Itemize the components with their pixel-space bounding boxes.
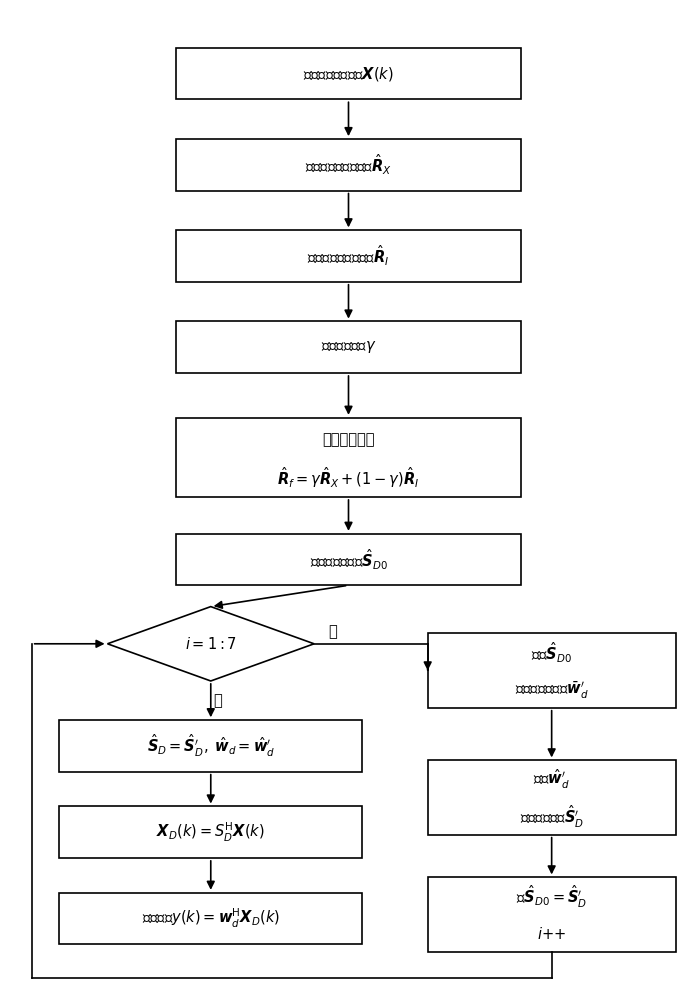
FancyBboxPatch shape: [428, 633, 675, 708]
Text: 阵列天线接收数据$\boldsymbol{X}(k)$: 阵列天线接收数据$\boldsymbol{X}(k)$: [303, 65, 394, 83]
FancyBboxPatch shape: [176, 230, 521, 282]
Text: 加权融合处理: 加权融合处理: [322, 432, 375, 447]
Text: 计算采样协方差矩阵$\hat{\boldsymbol{R}}_X$: 计算采样协方差矩阵$\hat{\boldsymbol{R}}_X$: [305, 153, 392, 177]
Text: $i$++: $i$++: [537, 926, 566, 942]
Text: 优化降维矩阵$\hat{\boldsymbol{S}}_D^{\prime}$: 优化降维矩阵$\hat{\boldsymbol{S}}_D^{\prime}$: [519, 804, 584, 830]
Text: 阵列输出$y(k)=\boldsymbol{w}_d^{\mathrm{H}}\boldsymbol{X}_D(k)$: 阵列输出$y(k)=\boldsymbol{w}_d^{\mathrm{H}}\…: [141, 907, 280, 930]
Text: 固定$\hat{\boldsymbol{S}}_{D0}$: 固定$\hat{\boldsymbol{S}}_{D0}$: [531, 640, 572, 665]
Text: $i=1:7$: $i=1:7$: [185, 636, 237, 652]
Text: 否: 否: [213, 693, 222, 708]
FancyBboxPatch shape: [428, 877, 675, 952]
FancyBboxPatch shape: [59, 893, 362, 944]
FancyBboxPatch shape: [176, 48, 521, 99]
Text: 优化降维权矢量$\bar{\boldsymbol{w}}_d^{\prime}$: 优化降维权矢量$\bar{\boldsymbol{w}}_d^{\prime}$: [515, 680, 588, 701]
Text: $\hat{\boldsymbol{S}}_D=\hat{\boldsymbol{S}}_D^{\prime},\;\hat{\boldsymbol{w}}_d: $\hat{\boldsymbol{S}}_D=\hat{\boldsymbol…: [146, 733, 275, 759]
Text: 固定$\hat{\boldsymbol{w}}_d^{\prime}$: 固定$\hat{\boldsymbol{w}}_d^{\prime}$: [533, 768, 570, 791]
FancyBboxPatch shape: [176, 321, 521, 373]
FancyBboxPatch shape: [176, 534, 521, 585]
FancyBboxPatch shape: [59, 720, 362, 772]
FancyBboxPatch shape: [176, 139, 521, 191]
FancyBboxPatch shape: [176, 418, 521, 497]
Polygon shape: [107, 607, 314, 681]
Text: $\hat{\boldsymbol{R}}_f=\gamma\hat{\boldsymbol{R}}_X+(1-\gamma)\hat{\boldsymbol{: $\hat{\boldsymbol{R}}_f=\gamma\hat{\bold…: [277, 465, 420, 490]
Text: 重构先验协方差矩阵$\hat{\boldsymbol{R}}_I$: 重构先验协方差矩阵$\hat{\boldsymbol{R}}_I$: [307, 244, 390, 268]
FancyBboxPatch shape: [59, 806, 362, 858]
FancyBboxPatch shape: [428, 760, 675, 835]
Text: 初始化降维矩阵$\hat{\boldsymbol{S}}_{D0}$: 初始化降维矩阵$\hat{\boldsymbol{S}}_{D0}$: [309, 547, 388, 572]
Text: 令$\hat{\boldsymbol{S}}_{D0}=\hat{\boldsymbol{S}}_D^{\prime}$: 令$\hat{\boldsymbol{S}}_{D0}=\hat{\boldsy…: [516, 884, 588, 910]
Text: 是: 是: [328, 624, 337, 639]
Text: 计算加权系数$\gamma$: 计算加权系数$\gamma$: [321, 339, 376, 355]
Text: $\boldsymbol{X}_D(k)=S_D^{\mathrm{H}}\boldsymbol{X}(k)$: $\boldsymbol{X}_D(k)=S_D^{\mathrm{H}}\bo…: [156, 821, 265, 844]
